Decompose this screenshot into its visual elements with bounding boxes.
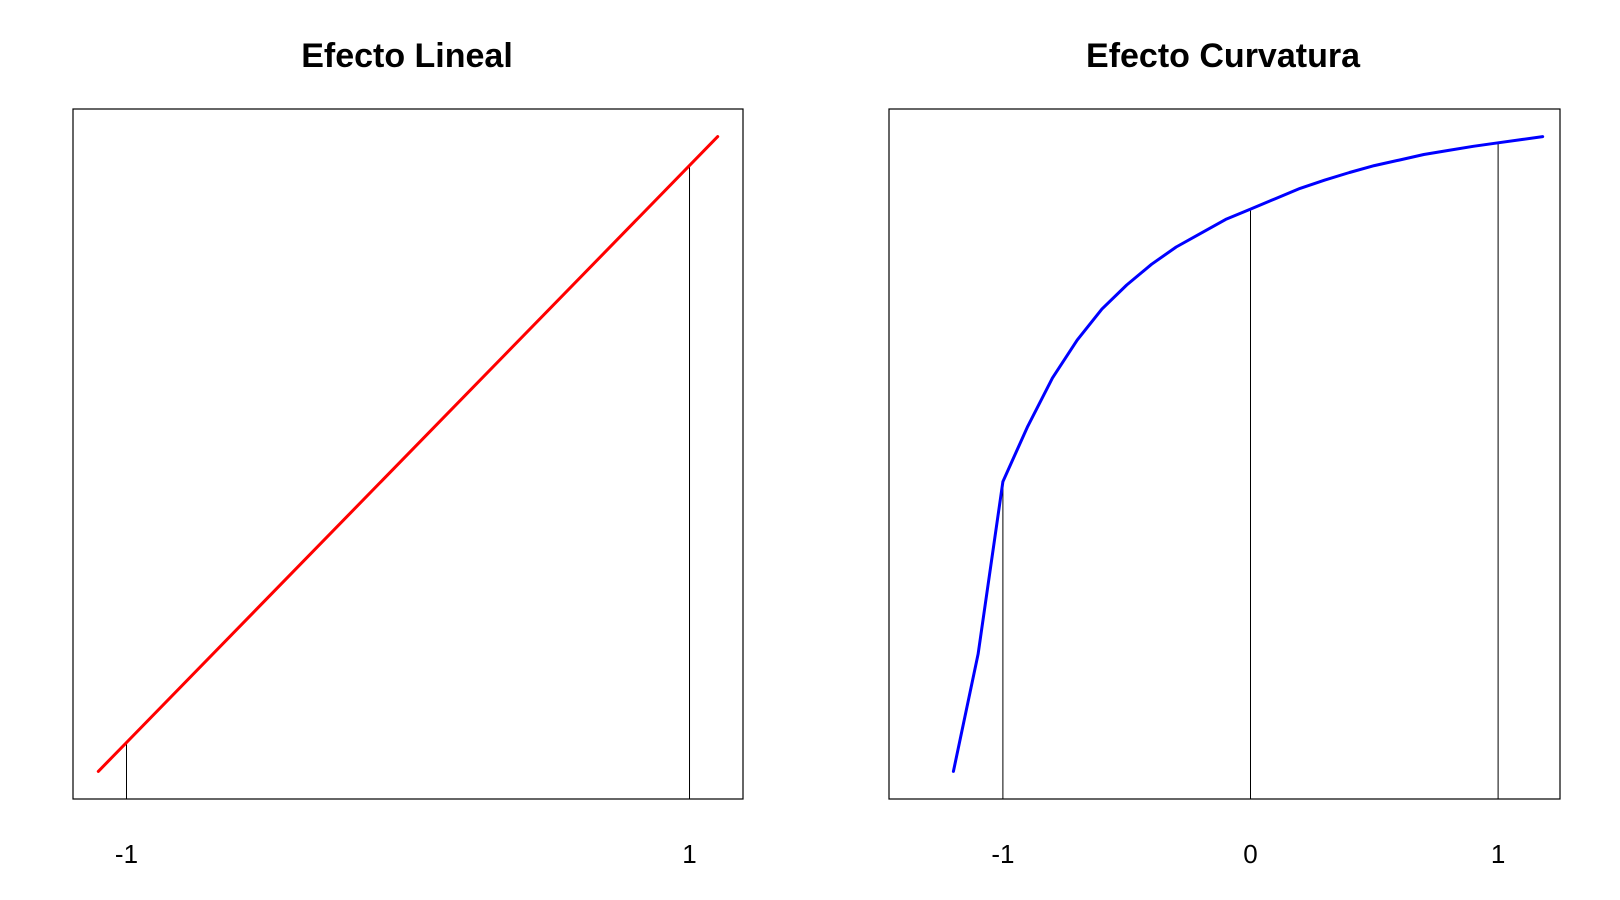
- panel-curvature-x-tick-label: 1: [1491, 839, 1505, 869]
- panel-curvature-plot-frame: [888, 108, 1561, 800]
- panel-linear-x-tick-label: -1: [115, 839, 138, 869]
- panel-curvature-x-tick-label: -1: [991, 839, 1014, 869]
- panel-linear: Efecto Lineal -1 1: [72, 37, 744, 869]
- panel-linear-title: Efecto Lineal: [301, 37, 513, 75]
- panel-curvature-title: Efecto Curvatura: [1086, 37, 1361, 75]
- panel-curvature-series-line: [951, 135, 1545, 773]
- panel-linear-x-tick-label: 1: [682, 839, 696, 869]
- panel-linear-plot-frame: [72, 108, 744, 800]
- panel-linear-series-line: [96, 135, 720, 773]
- panel-curvature-x-tick-label: 0: [1243, 839, 1257, 869]
- panel-curvature: Efecto Curvatura -1 0 1: [888, 37, 1561, 869]
